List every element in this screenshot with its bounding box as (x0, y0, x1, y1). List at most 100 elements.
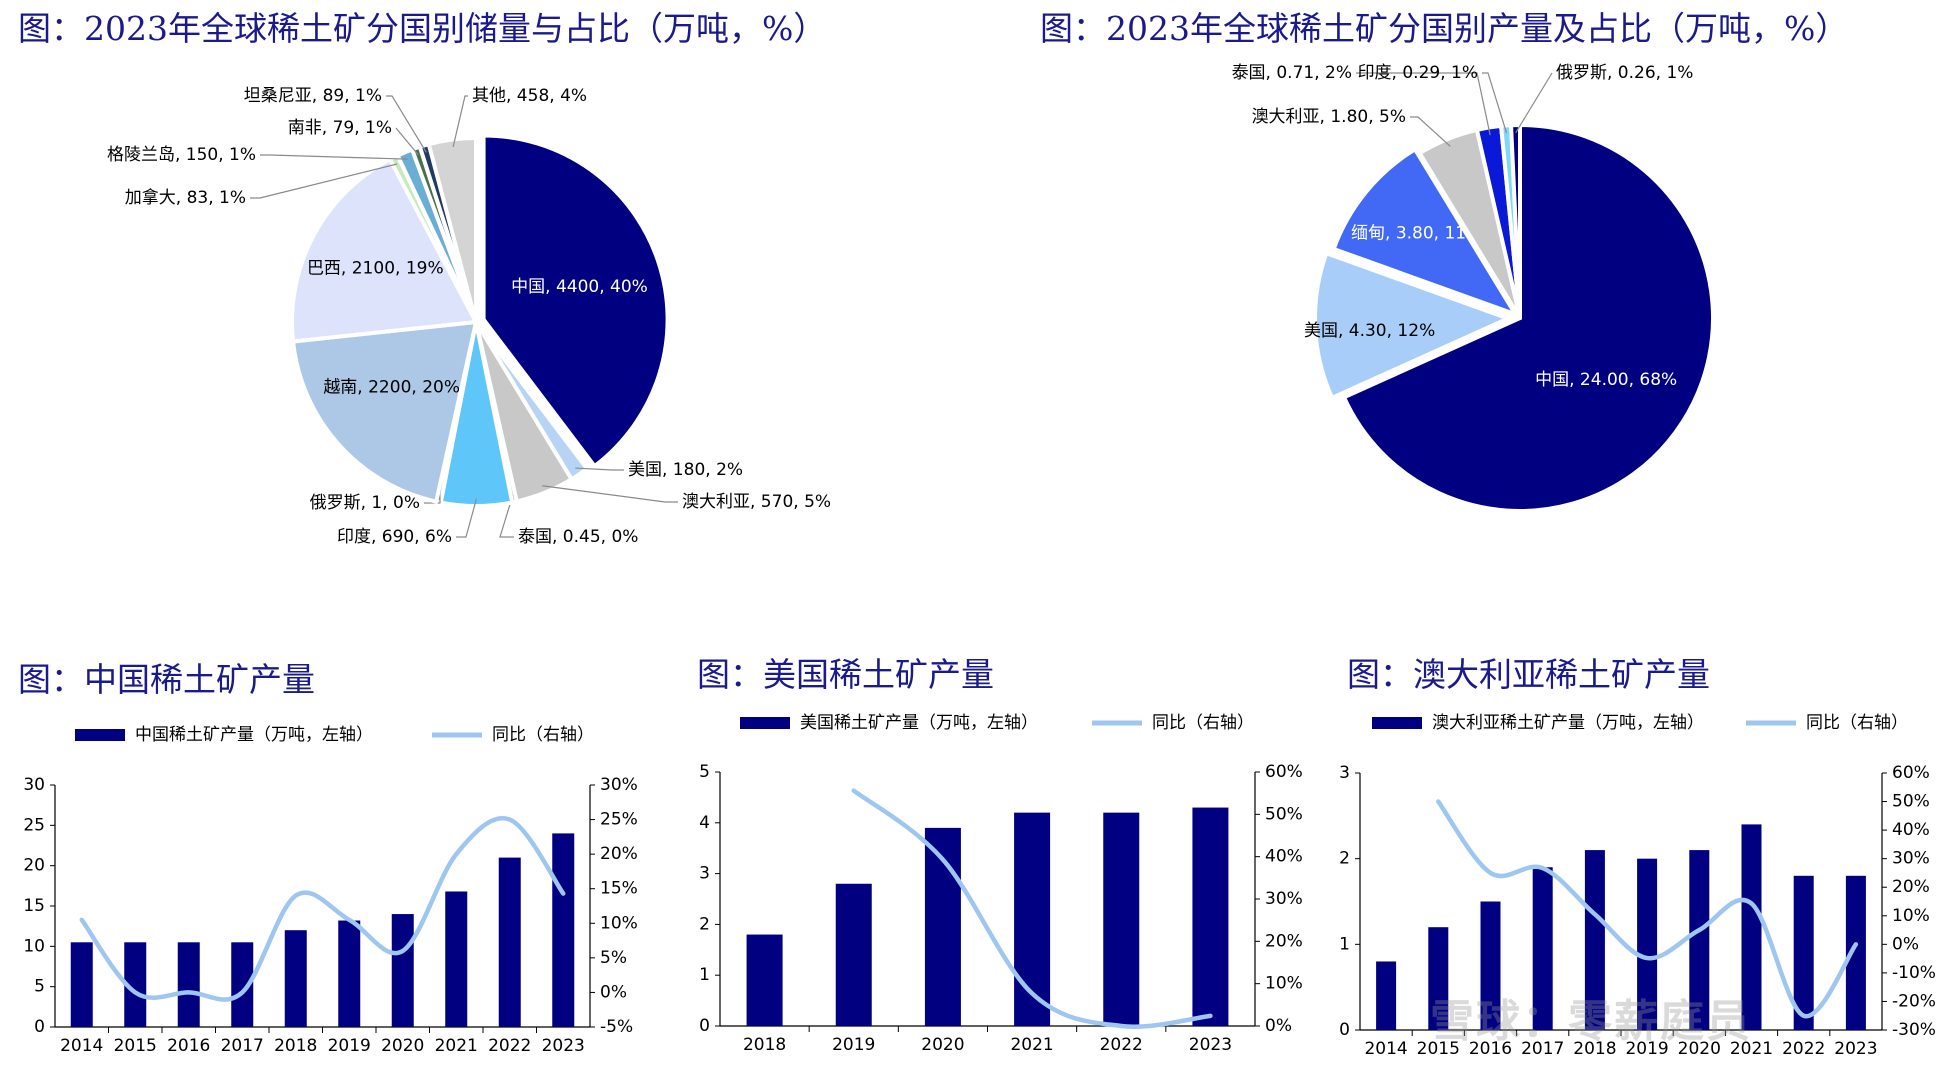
pie1-slice-2 (1331, 147, 1518, 317)
combo3-bar-4 (1103, 812, 1140, 1026)
combo2-bar-6 (391, 914, 414, 1027)
combo4-yoy-line (1436, 799, 1859, 1019)
combo4-legend-bar-label: 澳大利亚稀土矿产量（万吨，左轴） (1432, 713, 1704, 733)
pie1-label-2: 缅甸, 3.80, 11% (1351, 224, 1482, 244)
combo2-ytick-left-label-5: 25 (23, 815, 45, 835)
chart-title-us: 图：美国稀土矿产量 (697, 655, 994, 694)
combo4-xtick-9: 2023 (1834, 1039, 1877, 1059)
combo2-ytick-left-label-3: 15 (23, 896, 45, 916)
combo2-xtick-4: 2018 (274, 1036, 317, 1056)
combo3-ytick-left-label-5: 5 (699, 762, 710, 782)
pie1-label-0: 中国, 24.00, 68% (1535, 370, 1677, 390)
combo4-ytick-left-label-3: 3 (1339, 763, 1350, 783)
combo4-ytick-right-label-8: 50% (1892, 792, 1930, 812)
combo2-ytick-left-label-1: 5 (34, 977, 45, 997)
combo4-bar-9 (1845, 875, 1866, 1030)
combo3-ytick-left-label-4: 4 (699, 813, 710, 833)
pie0-leader-5 (424, 494, 441, 504)
combo4-bar-5 (1637, 858, 1658, 1030)
combo3-xtick-0: 2018 (743, 1035, 786, 1055)
combo4-xtick-6: 2020 (1678, 1039, 1721, 1059)
combo2-ytick-right-label-3: 10% (600, 913, 638, 933)
pie1-label-1: 美国, 4.30, 12% (1304, 321, 1435, 341)
pie1-label-3: 澳大利亚, 1.80, 5% (1252, 107, 1406, 127)
pie0-label-1: 美国, 180, 2% (628, 460, 743, 480)
combo4-bar-2 (1480, 901, 1501, 1030)
pie1-label-6: 俄罗斯, 0.26, 1% (1556, 63, 1693, 83)
pie0-label-6: 越南, 2200, 20% (323, 377, 460, 397)
pie0-leader-4 (456, 498, 478, 538)
combo3-xtick-3: 2021 (1010, 1035, 1053, 1055)
combo4-bar-8 (1793, 875, 1814, 1030)
combo3-xtick-4: 2022 (1100, 1035, 1143, 1055)
pie1-slice-0 (1342, 123, 1715, 513)
combo4-xtick-1: 2015 (1417, 1039, 1460, 1059)
combo4-bar-0 (1376, 961, 1397, 1030)
pie0-leader-1 (575, 467, 624, 471)
combo2-xtick-9: 2023 (542, 1036, 585, 1056)
combo2-xtick-1: 2015 (114, 1036, 157, 1056)
pie0-leader-9 (260, 154, 408, 160)
pie0-label-3: 泰国, 0.45, 0% (518, 527, 638, 547)
combo2-ytick-left-label-6: 30 (23, 775, 45, 795)
combo2-ytick-right-label-6: 25% (600, 810, 638, 830)
combo2-xtick-8: 2022 (488, 1036, 531, 1056)
combo4-xtick-3: 2017 (1521, 1039, 1564, 1059)
combo3-bar-1 (835, 883, 872, 1026)
combo2-bar-4 (284, 930, 307, 1027)
combo2-xtick-3: 2017 (221, 1036, 264, 1056)
combo2-bar-0 (70, 942, 93, 1027)
pie0-label-4: 印度, 690, 6% (337, 527, 452, 547)
combo2-ytick-right-label-0: -5% (600, 1017, 633, 1037)
combo4-ytick-right-label-6: 30% (1892, 849, 1930, 869)
combo3-ytick-left-label-0: 0 (699, 1016, 710, 1036)
combo3-ytick-right-label-6: 60% (1265, 762, 1303, 782)
combo2-bar-5 (338, 920, 361, 1027)
combo2-ytick-right-label-5: 20% (600, 844, 638, 864)
pie1-leader-5 (1482, 72, 1508, 134)
combo4-xtick-8: 2022 (1782, 1039, 1825, 1059)
pie0-slice-0 (481, 133, 670, 469)
pie0-label-7: 巴西, 2100, 19% (307, 258, 444, 278)
combo2-bar-8 (498, 857, 521, 1027)
combo2-ytick-right-label-4: 15% (600, 879, 638, 899)
pie1-label-4: 泰国, 0.71, 2% (1232, 63, 1352, 83)
combo4-xtick-0: 2014 (1364, 1039, 1407, 1059)
combo4-xtick-5: 2019 (1625, 1039, 1668, 1059)
combo4-ytick-right-label-2: -10% (1892, 963, 1936, 983)
combo3-bar-5 (1192, 807, 1229, 1026)
combo4-ytick-right-label-0: -30% (1892, 1020, 1936, 1040)
combo4-bar-3 (1532, 867, 1553, 1030)
combo4-ytick-right-label-9: 60% (1892, 763, 1930, 783)
pie0-label-0: 中国, 4400, 40% (511, 277, 648, 297)
combo4-bar-7 (1741, 824, 1762, 1030)
pie0-label-8: 加拿大, 83, 1% (125, 187, 246, 208)
combo4-legend-bar-swatch (1372, 717, 1422, 729)
pie0-leader-2 (542, 485, 678, 503)
combo3-bar-0 (746, 934, 783, 1026)
pie0-leader-3 (499, 494, 514, 538)
combo3-ytick-right-label-2: 20% (1265, 931, 1303, 951)
combo4-ytick-left-label-0: 0 (1339, 1020, 1350, 1040)
pie0-label-11: 坦桑尼亚, 89, 1% (244, 86, 382, 106)
combo3-ytick-left-label-1: 1 (699, 965, 710, 985)
combo3-xtick-2: 2020 (921, 1035, 964, 1055)
pie1-leader-4 (1356, 72, 1491, 136)
combo3-ytick-right-label-4: 40% (1265, 847, 1303, 867)
combo4-xtick-4: 2018 (1573, 1039, 1616, 1059)
combo2-ytick-left-label-2: 10 (23, 936, 45, 956)
combo4-ytick-left-label-1: 1 (1339, 934, 1350, 954)
combo2-xtick-7: 2021 (435, 1036, 478, 1056)
pie1-slice-1 (1313, 251, 1511, 400)
pie0-label-9: 格陵兰岛, 150, 1% (107, 145, 256, 165)
pie0-slice-12 (426, 136, 478, 324)
combo2-xtick-0: 2014 (60, 1036, 103, 1056)
combo4-ytick-right-label-1: -20% (1892, 991, 1936, 1011)
combo4-ytick-right-label-5: 20% (1892, 877, 1930, 897)
combo3-legend-line-label: 同比（右轴） (1152, 713, 1254, 733)
combo2-legend-line-label: 同比（右轴） (492, 725, 594, 745)
pie1-leader-3 (1410, 116, 1451, 147)
combo4-ytick-right-label-4: 10% (1892, 906, 1930, 926)
watermark: 雪球：零薪庭员 (1430, 996, 1752, 1047)
combo2-bar-7 (445, 891, 468, 1027)
